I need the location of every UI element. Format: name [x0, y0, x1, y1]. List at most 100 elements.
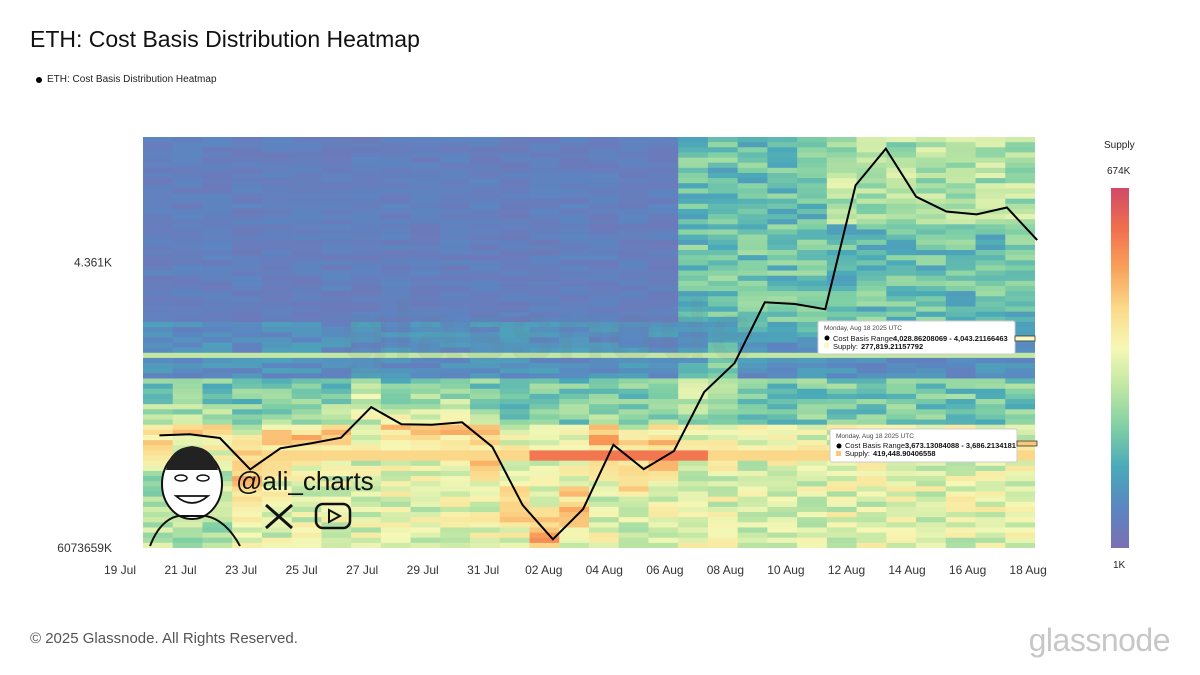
heatmap-cell[interactable] — [291, 172, 322, 179]
heatmap-cell[interactable] — [172, 321, 203, 328]
heatmap-cell[interactable] — [321, 419, 352, 426]
heatmap-cell[interactable] — [261, 167, 293, 174]
heatmap-cell[interactable] — [945, 522, 976, 528]
heatmap-cell[interactable] — [767, 137, 798, 143]
heatmap-cell[interactable] — [737, 347, 768, 354]
heatmap-cell[interactable] — [767, 285, 798, 292]
heatmap-cell[interactable] — [707, 167, 739, 174]
heatmap-cell[interactable] — [826, 363, 857, 369]
heatmap-cell[interactable] — [291, 332, 322, 338]
heatmap-cell[interactable] — [291, 460, 322, 467]
heatmap-cell[interactable] — [261, 481, 293, 487]
heatmap-cell[interactable] — [916, 167, 947, 174]
heatmap-cell[interactable] — [1005, 167, 1035, 174]
heatmap-cell[interactable] — [618, 157, 649, 164]
heatmap-cell[interactable] — [618, 265, 649, 271]
heatmap-cell[interactable] — [707, 142, 739, 148]
heatmap-cell[interactable] — [172, 178, 203, 184]
heatmap-cell[interactable] — [291, 208, 322, 215]
heatmap-cell[interactable] — [143, 455, 174, 462]
heatmap-cell[interactable] — [886, 368, 917, 374]
heatmap-cell[interactable] — [589, 501, 620, 508]
heatmap-cell[interactable] — [1005, 465, 1035, 472]
heatmap-cell[interactable] — [172, 311, 203, 318]
heatmap-cell[interactable] — [886, 229, 917, 236]
heatmap-cell[interactable] — [916, 517, 947, 523]
heatmap-cell[interactable] — [678, 157, 709, 164]
heatmap-cell[interactable] — [143, 306, 174, 313]
heatmap-cell[interactable] — [499, 198, 530, 205]
heatmap-cell[interactable] — [380, 399, 411, 405]
heatmap-cell[interactable] — [856, 476, 887, 482]
heatmap-cell[interactable] — [856, 239, 887, 246]
heatmap-cell[interactable] — [975, 234, 1006, 241]
heatmap-cell[interactable] — [797, 229, 828, 236]
heatmap-cell[interactable] — [380, 512, 411, 518]
heatmap-cell[interactable] — [440, 280, 471, 287]
heatmap-cell[interactable] — [737, 409, 768, 415]
heatmap-cell[interactable] — [143, 373, 174, 379]
heatmap-cell[interactable] — [916, 275, 947, 282]
heatmap-cell[interactable] — [321, 522, 352, 528]
heatmap-cell[interactable] — [321, 460, 352, 467]
heatmap-cell[interactable] — [143, 311, 174, 318]
heatmap-cell[interactable] — [529, 491, 560, 498]
heatmap-cell[interactable] — [945, 357, 976, 364]
heatmap-cell[interactable] — [202, 440, 233, 446]
heatmap-cell[interactable] — [499, 496, 530, 503]
heatmap-cell[interactable] — [232, 260, 263, 266]
heatmap-cell[interactable] — [499, 337, 530, 343]
heatmap-cell[interactable] — [767, 501, 798, 508]
heatmap-cell[interactable] — [1005, 270, 1035, 277]
heatmap-cell[interactable] — [945, 316, 976, 323]
heatmap-cell[interactable] — [499, 440, 530, 446]
heatmap-cell[interactable] — [589, 219, 620, 225]
heatmap-cell[interactable] — [589, 409, 620, 415]
heatmap-cell[interactable] — [529, 393, 560, 400]
heatmap-cell[interactable] — [291, 399, 322, 405]
heatmap-cell[interactable] — [767, 188, 798, 194]
heatmap-cell[interactable] — [499, 517, 530, 523]
heatmap-cell[interactable] — [678, 506, 709, 513]
heatmap-cell[interactable] — [826, 491, 857, 498]
heatmap-cell[interactable] — [143, 250, 174, 256]
heatmap-cell[interactable] — [351, 224, 382, 230]
heatmap-cell[interactable] — [916, 265, 947, 271]
heatmap-cell[interactable] — [172, 203, 203, 210]
heatmap-cell[interactable] — [707, 178, 739, 184]
heatmap-cell[interactable] — [797, 363, 828, 369]
heatmap-cell[interactable] — [232, 188, 263, 194]
heatmap-cell[interactable] — [945, 373, 976, 379]
heatmap-cell[interactable] — [529, 327, 560, 333]
heatmap-cell[interactable] — [232, 383, 263, 390]
heatmap-cell[interactable] — [351, 255, 382, 261]
heatmap-cell[interactable] — [143, 137, 174, 143]
heatmap-cell[interactable] — [767, 404, 798, 410]
heatmap-cell[interactable] — [797, 506, 828, 513]
heatmap-cell[interactable] — [202, 368, 233, 374]
heatmap-cell[interactable] — [321, 137, 352, 143]
heatmap-cell[interactable] — [202, 383, 233, 390]
heatmap-cell[interactable] — [856, 501, 887, 508]
heatmap-cell[interactable] — [559, 496, 590, 503]
heatmap-cell[interactable] — [499, 316, 530, 323]
heatmap-cell[interactable] — [648, 532, 679, 539]
heatmap-cell[interactable] — [410, 188, 441, 194]
heatmap-cell[interactable] — [707, 383, 739, 390]
heatmap-cell[interactable] — [291, 250, 322, 256]
heatmap-cell[interactable] — [945, 203, 976, 210]
heatmap-cell[interactable] — [856, 265, 887, 271]
heatmap-cell[interactable] — [232, 363, 263, 369]
heatmap-cell[interactable] — [886, 203, 917, 210]
heatmap-cell[interactable] — [321, 455, 352, 462]
heatmap-cell[interactable] — [1005, 368, 1035, 374]
heatmap-cell[interactable] — [737, 198, 768, 205]
heatmap-cell[interactable] — [648, 434, 679, 441]
heatmap-cell[interactable] — [291, 414, 322, 420]
heatmap-cell[interactable] — [143, 512, 174, 518]
heatmap-cell[interactable] — [470, 414, 501, 420]
heatmap-cell[interactable] — [797, 337, 828, 343]
heatmap-cell[interactable] — [945, 399, 976, 405]
heatmap-cell[interactable] — [945, 424, 976, 431]
heatmap-cell[interactable] — [291, 517, 322, 523]
